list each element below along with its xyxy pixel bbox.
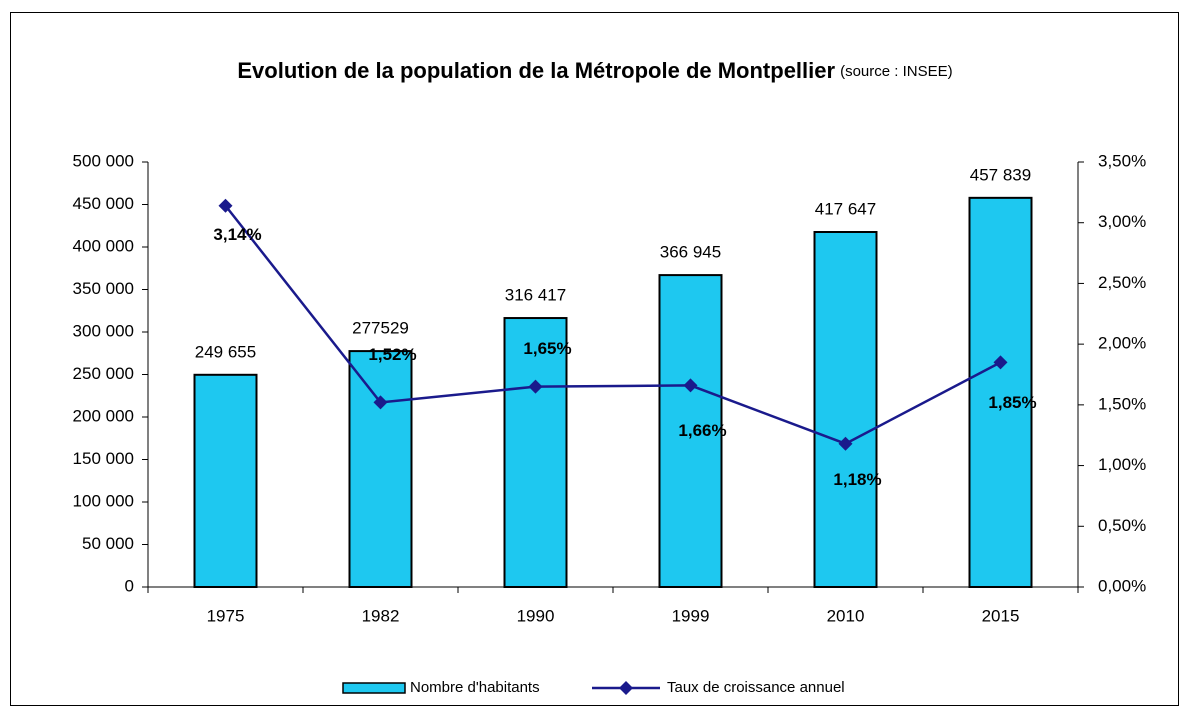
legend-label: Taux de croissance annuel <box>667 679 845 696</box>
line-value-label: 1,52% <box>368 345 416 364</box>
line <box>224 204 1002 446</box>
y2-tick-label: 1,50% <box>1098 394 1146 413</box>
y2-tick-label: 3,50% <box>1098 151 1146 170</box>
line-value-label: 1,65% <box>523 339 571 358</box>
chart-subtitle: (source : INSEE) <box>840 63 953 80</box>
bar <box>813 231 878 588</box>
y-tick-label: 150 000 <box>73 449 134 468</box>
line-value-label: 1,18% <box>833 470 881 489</box>
line-marker <box>838 436 853 451</box>
chart-heading: Evolution de la population de la Métropo… <box>237 58 952 83</box>
line-marker <box>683 378 698 393</box>
y-tick-label: 300 000 <box>73 321 134 340</box>
line-marker <box>528 379 543 394</box>
bar <box>348 350 413 588</box>
y-tick-label: 250 000 <box>73 364 134 383</box>
bar <box>193 373 258 588</box>
y-tick-label: 200 000 <box>73 406 134 425</box>
line-marker <box>218 198 233 213</box>
x-tick-label: 1990 <box>517 606 555 625</box>
y2-tick-label: 0,50% <box>1098 516 1146 535</box>
bar <box>968 196 1033 588</box>
y-tick-label: 50 000 <box>82 534 134 553</box>
x-tick-label: 1999 <box>672 606 710 625</box>
x-tick-label: 1975 <box>207 606 245 625</box>
bar-value-label: 249 655 <box>195 342 256 361</box>
chart-title: Evolution de la population de la Métropo… <box>237 58 835 83</box>
bar-value-label: 316 417 <box>505 286 566 305</box>
line-value-label: 1,85% <box>988 393 1036 412</box>
x-tick-label: 1982 <box>362 606 400 625</box>
y2-tick-label: 1,00% <box>1098 455 1146 474</box>
y-tick-label: 400 000 <box>73 236 134 255</box>
line-value-label: 3,14% <box>213 225 261 244</box>
y2-tick-label: 3,00% <box>1098 212 1146 231</box>
line-marker <box>993 355 1008 370</box>
legend-swatch <box>342 682 406 694</box>
legend-marker <box>619 681 633 695</box>
y2-tick-label: 2,00% <box>1098 334 1146 353</box>
bar <box>658 274 723 588</box>
bar-value-label: 366 945 <box>660 243 721 262</box>
y-tick-label: 0 <box>125 576 134 595</box>
y2-tick-label: 2,50% <box>1098 273 1146 292</box>
bar <box>503 317 568 588</box>
y-tick-label: 100 000 <box>73 491 134 510</box>
y-tick-label: 450 000 <box>73 194 134 213</box>
x-tick-label: 2015 <box>982 606 1020 625</box>
legend-label: Nombre d'habitants <box>410 679 540 696</box>
y-tick-label: 350 000 <box>73 279 134 298</box>
bar-value-label: 457 839 <box>970 165 1031 184</box>
line-marker <box>373 395 388 410</box>
line-value-label: 1,66% <box>678 421 726 440</box>
bar-value-label: 417 647 <box>815 199 876 218</box>
x-tick-label: 2010 <box>827 606 865 625</box>
y-tick-label: 500 000 <box>73 151 134 170</box>
y2-tick-label: 0,00% <box>1098 576 1146 595</box>
bar-value-label: 277529 <box>352 319 409 338</box>
